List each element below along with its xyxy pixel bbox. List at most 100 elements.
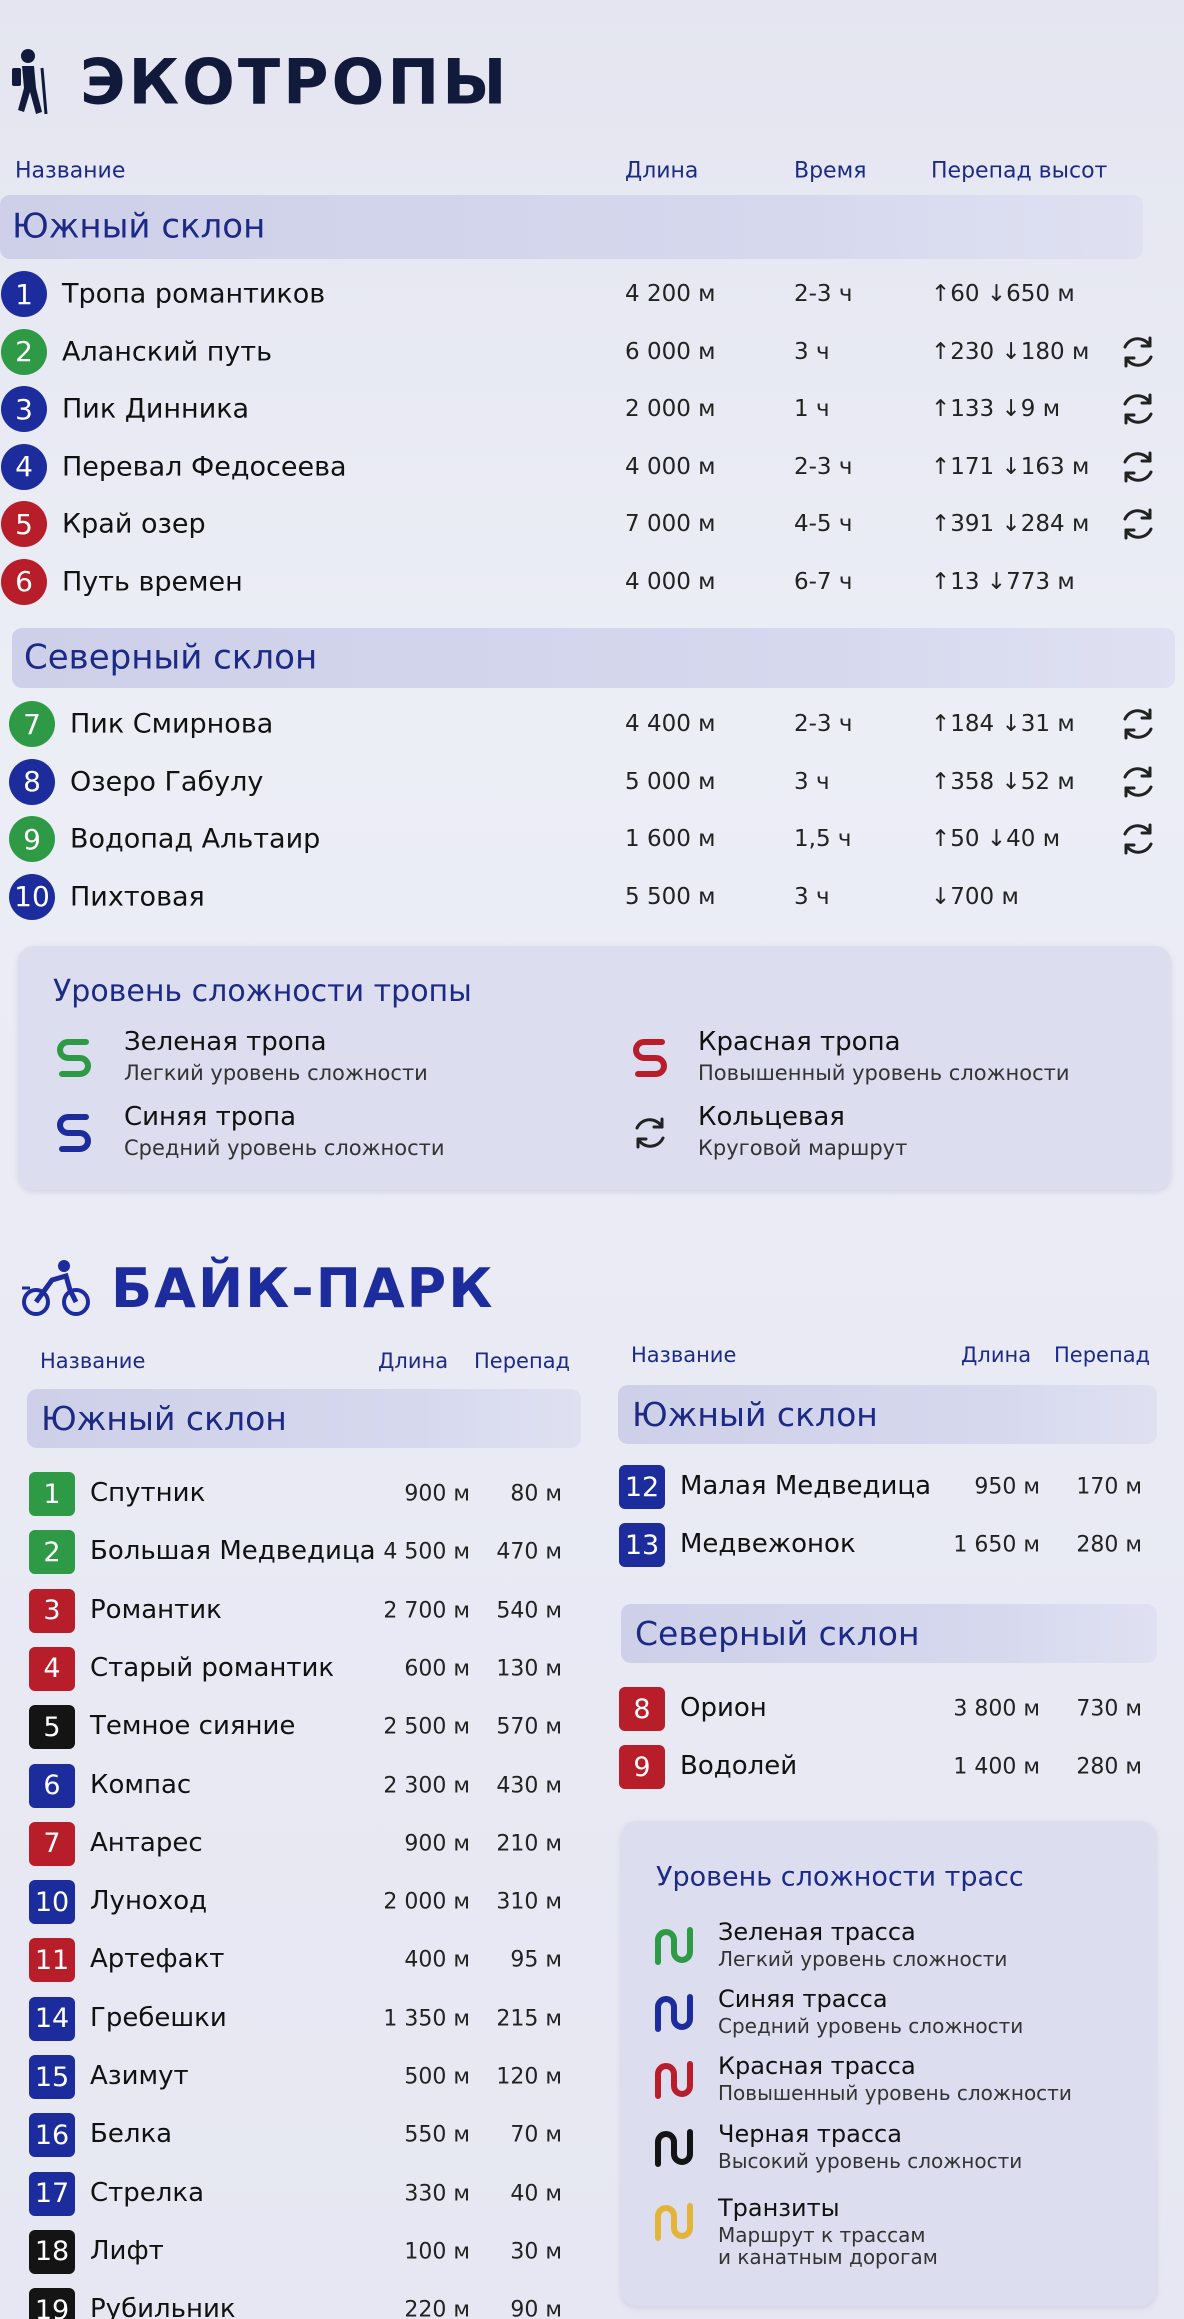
legend-name: Красная трасса bbox=[718, 2052, 916, 2081]
legend-desc: Высокий уровень сложности bbox=[718, 2149, 1023, 2173]
trail-elevation: ↑13 ↓773 м bbox=[931, 568, 1075, 595]
trail-length: 5 000 м bbox=[625, 768, 716, 795]
loop-icon bbox=[1123, 766, 1153, 797]
trail-drop: 540 м bbox=[496, 1597, 562, 1623]
trail-length: 900 м bbox=[404, 1481, 470, 1507]
trail-name: Пихтовая bbox=[70, 880, 205, 912]
difficulty-icon bbox=[655, 2061, 693, 2099]
trail-badge: 8 bbox=[619, 1687, 665, 1731]
legend-name: Зеленая тропа bbox=[124, 1027, 327, 1058]
trail-length: 1 650 м bbox=[953, 1532, 1040, 1558]
legend-desc: Средний уровень сложности bbox=[718, 2014, 1024, 2038]
difficulty-icon bbox=[655, 2129, 693, 2167]
cyclist-icon bbox=[22, 1260, 90, 1316]
legend-box bbox=[621, 1821, 1156, 2306]
trail-time: 6-7 ч bbox=[794, 568, 853, 595]
trail-time: 2-3 ч bbox=[794, 280, 853, 307]
trail-elevation: ↑230 ↓180 м bbox=[931, 338, 1090, 365]
trail-badge: 6 bbox=[1, 558, 47, 605]
section-name: Северный склон bbox=[24, 637, 318, 678]
trail-badge: 15 bbox=[29, 2055, 75, 2099]
trail-badge: 7 bbox=[9, 701, 55, 747]
trail-length: 4 000 м bbox=[625, 453, 716, 480]
trail-length: 400 м bbox=[404, 1947, 470, 1973]
trail-drop: 280 м bbox=[1076, 1754, 1142, 1780]
trail-length: 600 м bbox=[404, 1656, 470, 1682]
trail-elevation: ↑358 ↓52 м bbox=[931, 768, 1075, 795]
trail-name: Романтик bbox=[90, 1594, 222, 1625]
legend-name: Транзиты bbox=[718, 2194, 840, 2223]
trail-badge: 10 bbox=[29, 1880, 75, 1925]
legend-desc: Повышенный уровень сложности bbox=[718, 2081, 1072, 2105]
trail-badge: 11 bbox=[29, 1938, 75, 1983]
loop-icon bbox=[1123, 393, 1153, 425]
legend-desc: Круговой маршрут bbox=[698, 1135, 908, 1160]
trail-length: 550 м bbox=[404, 2122, 470, 2148]
trail-length: 950 м bbox=[974, 1474, 1040, 1500]
trail-drop: 70 м bbox=[510, 2122, 562, 2148]
trail-badge: 19 bbox=[29, 2288, 75, 2319]
trail-badge: 12 bbox=[619, 1465, 665, 1509]
column-header: Время bbox=[794, 158, 867, 184]
trail-length: 2 500 м bbox=[383, 1714, 470, 1740]
trail-badge: 17 bbox=[29, 2171, 75, 2216]
trail-drop: 40 м bbox=[510, 2180, 562, 2206]
trail-time: 1 ч bbox=[794, 395, 830, 422]
section-bar bbox=[618, 1385, 1157, 1444]
trail-drop: 730 м bbox=[1076, 1696, 1142, 1722]
column-header: Длина bbox=[378, 1348, 449, 1373]
trail-elevation: ↑184 ↓31 м bbox=[931, 710, 1075, 737]
legend-name: Зеленая трасса bbox=[718, 1918, 916, 1947]
section-bar bbox=[0, 195, 1143, 259]
trail-length: 4 000 м bbox=[625, 568, 716, 595]
trail-elevation: ↑171 ↓163 м bbox=[931, 453, 1090, 480]
section-title: БАЙК-ПАРК bbox=[111, 1256, 495, 1320]
trail-name: Старый романтик bbox=[90, 1652, 335, 1683]
trail-length: 100 м bbox=[404, 2239, 470, 2265]
trail-name: Перевал Федосеева bbox=[62, 450, 347, 482]
trail-badge: 16 bbox=[29, 2113, 75, 2158]
trail-length: 900 м bbox=[404, 1831, 470, 1857]
difficulty-icon bbox=[57, 1039, 91, 1077]
legend-box bbox=[18, 946, 1171, 1190]
trail-badge: 10 bbox=[9, 873, 55, 920]
trail-elevation: ↓700 м bbox=[931, 883, 1019, 910]
trail-drop: 80 м bbox=[510, 1481, 562, 1507]
trail-name: Путь времен bbox=[62, 565, 243, 597]
trail-length: 2 700 м bbox=[383, 1597, 470, 1623]
trail-length: 2 000 м bbox=[625, 395, 716, 422]
section-bar bbox=[621, 1604, 1157, 1663]
trail-name: Антарес bbox=[90, 1827, 203, 1858]
trail-name: Малая Медведица bbox=[680, 1471, 932, 1502]
legend-name: Красная тропа bbox=[698, 1027, 901, 1058]
loop-icon bbox=[635, 1117, 665, 1149]
trail-name: Лифт bbox=[90, 2235, 164, 2266]
trail-length: 7 000 м bbox=[625, 510, 716, 537]
trail-badge: 8 bbox=[9, 758, 55, 805]
trail-drop: 120 м bbox=[496, 2064, 562, 2090]
hiker-icon bbox=[12, 49, 48, 115]
section-name: Северный склон bbox=[635, 1613, 920, 1653]
trail-length: 2 000 м bbox=[383, 1889, 470, 1915]
column-header: Название bbox=[40, 1348, 146, 1373]
trail-badge: 9 bbox=[619, 1745, 665, 1790]
legend-title: Уровень сложности трасс bbox=[656, 1861, 1024, 1893]
trail-badge: 5 bbox=[29, 1705, 75, 1750]
trail-name: Белка bbox=[90, 2119, 173, 2150]
trail-elevation: ↑60 ↓650 м bbox=[931, 280, 1075, 307]
trail-badge: 4 bbox=[29, 1646, 75, 1691]
trail-name: Темное сияние bbox=[90, 1711, 296, 1742]
section-title: ЭКОТРОПЫ bbox=[80, 45, 510, 119]
trail-drop: 570 м bbox=[496, 1714, 562, 1740]
trail-name: Гребешки bbox=[90, 2002, 227, 2033]
trail-name: Край озер bbox=[62, 508, 206, 540]
trail-elevation: ↑133 ↓9 м bbox=[931, 395, 1061, 422]
column-header: Название bbox=[631, 1342, 737, 1367]
trail-drop: 130 м bbox=[496, 1656, 562, 1682]
trail-badge: 6 bbox=[29, 1763, 75, 1808]
trail-drop: 310 м bbox=[496, 1889, 562, 1915]
difficulty-icon bbox=[633, 1039, 667, 1077]
loop-icon bbox=[1123, 508, 1153, 540]
legend-desc: Легкий уровень сложности bbox=[124, 1060, 428, 1085]
